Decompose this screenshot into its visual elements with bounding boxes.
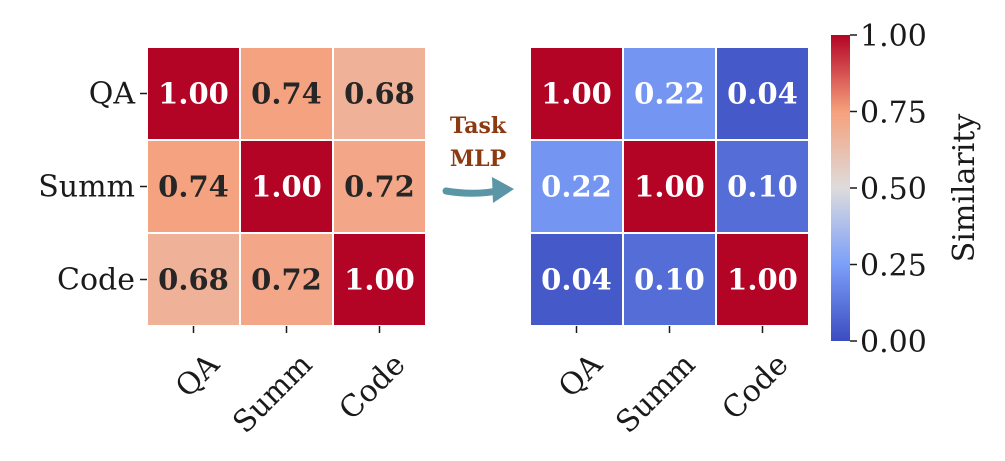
colorbar-gradient bbox=[831, 35, 850, 341]
cell-right-r2-c2 bbox=[715, 232, 810, 327]
cell-left-r0-c1 bbox=[239, 46, 334, 141]
colorbar-tick-label-2: 0.50 bbox=[860, 172, 927, 207]
colorbar-label: Similarity bbox=[947, 114, 982, 263]
cell-label-right-r2-c2: 1.00 bbox=[727, 263, 798, 297]
cell-label-right-r2-c0: 0.04 bbox=[541, 263, 612, 297]
x-tick-label-right-2: Code bbox=[716, 347, 796, 427]
cell-label-left-r2-c2: 1.00 bbox=[344, 263, 415, 297]
cell-label-left-r2-c1: 0.72 bbox=[251, 263, 322, 297]
y-tick-label-left-2: Code bbox=[57, 263, 135, 298]
arrow-label-line2: MLP bbox=[450, 146, 506, 172]
cell-label-left-r0-c1: 0.74 bbox=[251, 77, 322, 111]
colorbar-tick-label-1: 0.25 bbox=[860, 249, 927, 284]
heatmap-after: 1.00 0.22 0.04 0.22 1.00 0.10 0.04 0.10 1.00 QA Su… bbox=[529, 46, 810, 440]
cell-label-left-r1-c2: 0.72 bbox=[344, 170, 415, 204]
x-tick-label-right-0: QA bbox=[552, 347, 610, 405]
task-mlp-arrow: Task MLP bbox=[442, 113, 514, 203]
cell-label-right-r1-c2: 0.10 bbox=[727, 170, 798, 204]
cell-right-r0-c1 bbox=[622, 46, 717, 141]
x-tick-label-right-1: Summ bbox=[609, 347, 702, 440]
cell-label-left-r0-c0: 1.00 bbox=[158, 77, 229, 111]
cell-label-right-r1-c1: 1.00 bbox=[634, 170, 705, 204]
x-tick-label-left-1: Summ bbox=[226, 347, 319, 440]
cell-label-left-r0-c2: 0.68 bbox=[344, 77, 415, 111]
cell-label-right-r0-c1: 0.22 bbox=[634, 77, 705, 111]
cell-label-right-r0-c0: 1.00 bbox=[541, 77, 612, 111]
x-tick-label-left-0: QA bbox=[169, 347, 227, 405]
cell-left-r0-c0 bbox=[146, 46, 241, 141]
y-tick-label-left-1: Summ bbox=[38, 170, 135, 205]
arrow-label-line1: Task bbox=[450, 113, 507, 139]
cell-label-right-r1-c0: 0.22 bbox=[541, 170, 612, 204]
cell-right-r1-c2 bbox=[715, 139, 810, 234]
cell-right-r0-c2 bbox=[715, 46, 810, 141]
cell-left-r0-c2 bbox=[332, 46, 427, 141]
cell-right-r0-c0 bbox=[529, 46, 624, 141]
y-tick-label-left-0: QA bbox=[89, 77, 136, 112]
x-tick-label-left-2: Code bbox=[333, 347, 413, 427]
colorbar-tick-label-4: 1.00 bbox=[860, 19, 927, 54]
arrow-head bbox=[492, 177, 514, 203]
colorbar-tick-label-0: 0.00 bbox=[860, 325, 927, 360]
cell-label-left-r1-c0: 0.74 bbox=[158, 170, 229, 204]
colorbar-tick-label-3: 0.75 bbox=[860, 96, 927, 131]
cell-label-right-r2-c1: 0.10 bbox=[634, 263, 705, 297]
colorbar: 0.00 0.25 0.50 0.75 1.00 Similarity bbox=[831, 19, 982, 360]
cell-left-r1-c2 bbox=[332, 139, 427, 234]
cell-label-right-r0-c2: 0.04 bbox=[727, 77, 798, 111]
cell-left-r2-c1 bbox=[239, 232, 334, 327]
cell-label-left-r2-c0: 0.68 bbox=[158, 263, 229, 297]
cell-right-r1-c1 bbox=[622, 139, 717, 234]
cell-right-r2-c1 bbox=[622, 232, 717, 327]
cell-label-left-r1-c1: 1.00 bbox=[251, 170, 322, 204]
colorbar-ticks: 0.00 0.25 0.50 0.75 1.00 bbox=[850, 19, 927, 360]
cell-right-r1-c0 bbox=[529, 139, 624, 234]
